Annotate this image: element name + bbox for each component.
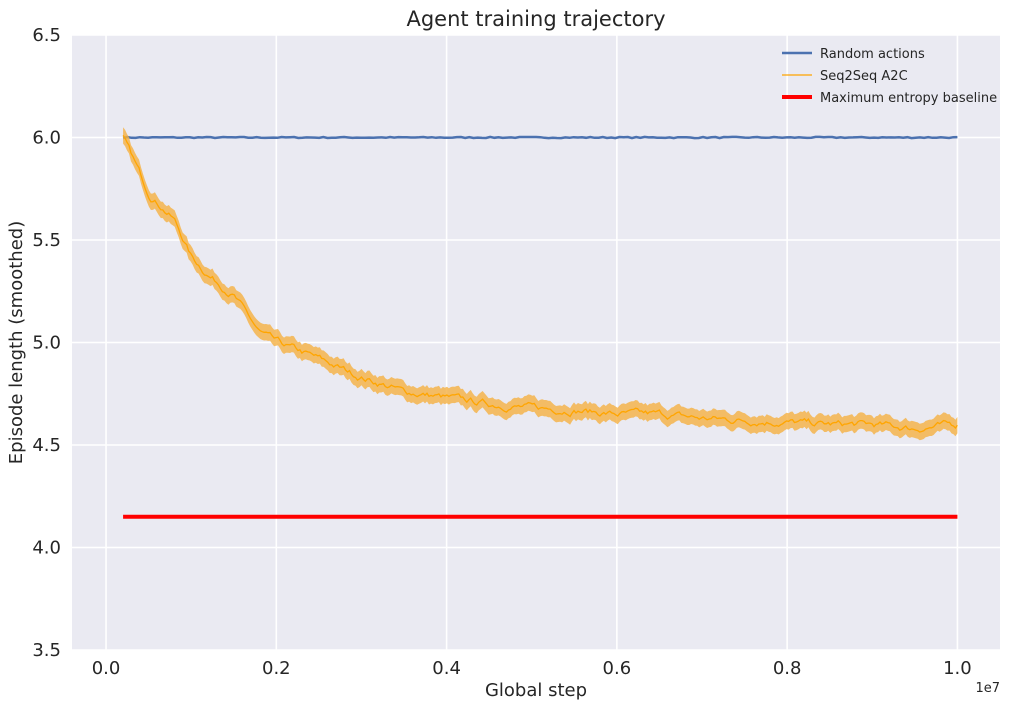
x-tick-label: 1.0 [943, 658, 972, 679]
y-tick-label: 3.5 [32, 640, 61, 661]
y-tick-label: 4.5 [32, 435, 61, 456]
seq2seq-a2c-band [123, 127, 958, 441]
legend-label: Seq2Seq A2C [820, 69, 908, 84]
y-tick-label: 4.0 [32, 538, 61, 559]
random-actions-line [122, 135, 958, 140]
x-tick-label: 0.4 [432, 658, 461, 679]
y-tick-label: 5.5 [32, 230, 61, 251]
y-tick-label: 5.0 [32, 333, 61, 354]
x-tick-label: 0.2 [262, 658, 291, 679]
y-tick-label: 6.0 [32, 128, 61, 149]
legend-label: Maximum entropy baseline [820, 91, 997, 106]
chart-title: Agent training trajectory [406, 7, 665, 31]
x-tick-label: 0.6 [603, 658, 632, 679]
x-tick-label: 0.8 [773, 658, 802, 679]
x-tick-label: 0.0 [92, 658, 121, 679]
y-tick-label: 6.5 [32, 25, 61, 46]
y-axis-ticks: 3.5 4.0 4.5 5.0 5.5 6.0 6.5 [32, 25, 61, 661]
series-layer [122, 127, 958, 519]
legend: Random actions Seq2Seq A2C Maximum entropy… [782, 47, 997, 106]
x-axis-ticks: 0.0 0.2 0.4 0.6 0.8 1.0 [92, 658, 972, 679]
x-axis-offset-label: 1e7 [975, 681, 1000, 696]
y-axis-label: Episode length (smoothed) [6, 221, 27, 464]
seq2seq-a2c-line [122, 135, 958, 433]
legend-label: Random actions [820, 47, 925, 62]
x-axis-label: Global step [485, 680, 587, 701]
